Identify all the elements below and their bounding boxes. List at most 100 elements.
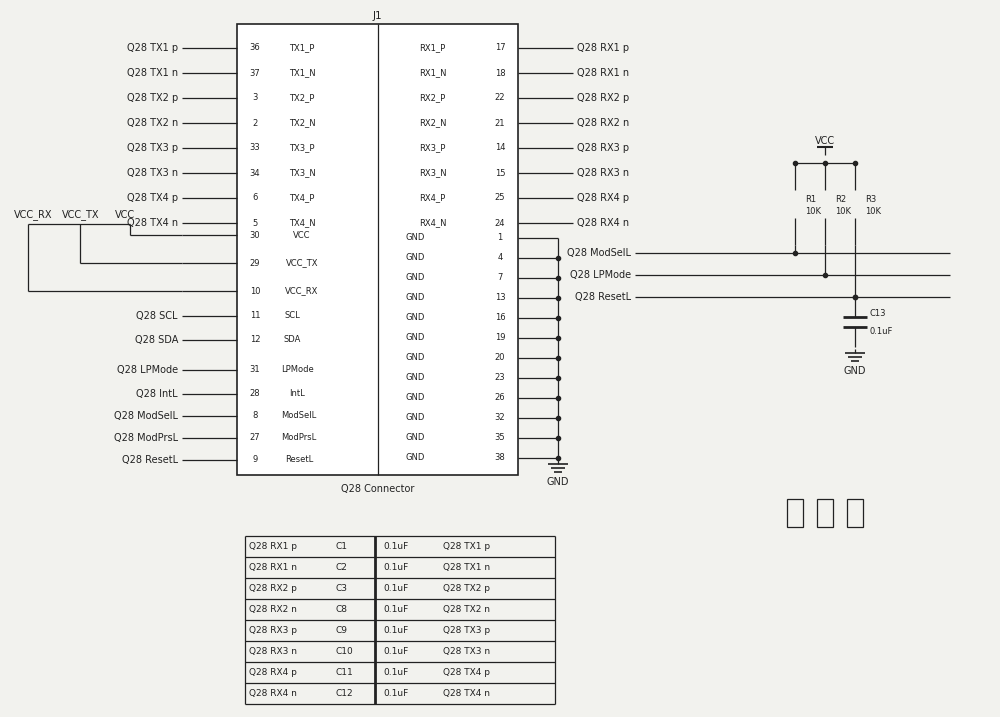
- Text: Q28 TX4 n: Q28 TX4 n: [127, 218, 178, 228]
- Text: RX1_N: RX1_N: [419, 69, 446, 77]
- Text: Q28 RX3 p: Q28 RX3 p: [577, 143, 629, 153]
- Text: SDA: SDA: [283, 336, 301, 344]
- Text: RX4_P: RX4_P: [419, 194, 446, 202]
- Text: 0.1uF: 0.1uF: [383, 626, 408, 635]
- Text: 16: 16: [495, 313, 505, 323]
- Text: 36: 36: [250, 44, 260, 52]
- Text: Q28 RX4 n: Q28 RX4 n: [577, 218, 629, 228]
- Bar: [787, 499, 803, 527]
- Bar: [237, 24, 518, 475]
- Text: Q28 RX1 p: Q28 RX1 p: [249, 542, 297, 551]
- Text: C12: C12: [335, 689, 353, 698]
- Text: Q28 ModSelL: Q28 ModSelL: [114, 411, 178, 421]
- Text: 32: 32: [495, 414, 505, 422]
- Text: ModPrsL: ModPrsL: [281, 434, 317, 442]
- Text: Q28 TX4 p: Q28 TX4 p: [127, 193, 178, 203]
- Text: 1: 1: [497, 234, 503, 242]
- Text: VCC_TX: VCC_TX: [286, 259, 318, 267]
- Text: Q28 RX2 p: Q28 RX2 p: [577, 93, 629, 103]
- Text: GND: GND: [406, 453, 425, 462]
- Text: 19: 19: [495, 333, 505, 343]
- Text: Q28 IntL: Q28 IntL: [136, 389, 178, 399]
- Text: ResetL: ResetL: [285, 455, 313, 465]
- Text: R2: R2: [835, 194, 846, 204]
- Text: 21: 21: [495, 118, 505, 128]
- Text: GND: GND: [406, 414, 425, 422]
- Text: 26: 26: [495, 394, 505, 402]
- Text: GND: GND: [406, 394, 425, 402]
- Text: 15: 15: [495, 168, 505, 178]
- Text: 8: 8: [252, 412, 258, 420]
- Text: Q28 LPMode: Q28 LPMode: [117, 365, 178, 375]
- Text: RX3_P: RX3_P: [419, 143, 446, 153]
- Text: IntL: IntL: [289, 389, 305, 399]
- Text: C9: C9: [335, 626, 347, 635]
- Text: 14: 14: [495, 143, 505, 153]
- Text: 10K: 10K: [865, 206, 881, 216]
- Text: 27: 27: [250, 434, 260, 442]
- Text: Q28 TX1 n: Q28 TX1 n: [443, 563, 490, 572]
- Text: Q28 TX3 n: Q28 TX3 n: [127, 168, 178, 178]
- Text: Q28 TX2 n: Q28 TX2 n: [443, 605, 490, 614]
- Text: Q28 TX1 p: Q28 TX1 p: [127, 43, 178, 53]
- Text: 33: 33: [250, 143, 260, 153]
- Text: GND: GND: [406, 293, 425, 303]
- Text: TX3_N: TX3_N: [289, 168, 315, 178]
- Text: SCL: SCL: [284, 311, 300, 320]
- Text: VCC: VCC: [293, 230, 311, 239]
- Text: Q28 TX3 p: Q28 TX3 p: [443, 626, 490, 635]
- Text: 3: 3: [252, 93, 258, 103]
- Text: GND: GND: [406, 234, 425, 242]
- Text: 10K: 10K: [805, 206, 821, 216]
- Text: GND: GND: [406, 353, 425, 363]
- Text: Q28 LPMode: Q28 LPMode: [570, 270, 631, 280]
- Text: Q28 RX1 n: Q28 RX1 n: [249, 563, 297, 572]
- Text: 0.1uF: 0.1uF: [383, 605, 408, 614]
- Text: 0.1uF: 0.1uF: [870, 328, 893, 336]
- Text: 17: 17: [495, 44, 505, 52]
- Text: RX2_P: RX2_P: [419, 93, 446, 103]
- Text: TX2_N: TX2_N: [289, 118, 315, 128]
- Text: C1: C1: [335, 542, 347, 551]
- Text: 6: 6: [252, 194, 258, 202]
- Text: VCC: VCC: [815, 136, 835, 146]
- Text: Q28 RX2 n: Q28 RX2 n: [577, 118, 629, 128]
- Text: 11: 11: [250, 311, 260, 320]
- Text: Q28 RX3 n: Q28 RX3 n: [577, 168, 629, 178]
- Bar: [817, 499, 833, 527]
- Text: RX4_N: RX4_N: [419, 219, 446, 227]
- Text: 7: 7: [497, 273, 503, 282]
- Text: RX1_P: RX1_P: [419, 44, 446, 52]
- Text: Q28 ModPrsL: Q28 ModPrsL: [114, 433, 178, 443]
- Text: 0.1uF: 0.1uF: [383, 689, 408, 698]
- Text: GND: GND: [547, 478, 569, 487]
- Text: RX2_N: RX2_N: [419, 118, 446, 128]
- Text: 18: 18: [495, 69, 505, 77]
- Text: Q28 RX2 p: Q28 RX2 p: [249, 584, 297, 593]
- Text: R3: R3: [865, 194, 876, 204]
- Text: LPMode: LPMode: [281, 366, 313, 374]
- Text: 24: 24: [495, 219, 505, 227]
- Text: 22: 22: [495, 93, 505, 103]
- Text: VCC_TX: VCC_TX: [62, 209, 100, 220]
- Text: Q28 TX2 p: Q28 TX2 p: [443, 584, 490, 593]
- Text: Q28 RX3 p: Q28 RX3 p: [249, 626, 297, 635]
- Text: GND: GND: [406, 333, 425, 343]
- Text: TX1_P: TX1_P: [289, 44, 315, 52]
- Text: Q28 TX3 p: Q28 TX3 p: [127, 143, 178, 153]
- Text: Q28 SDA: Q28 SDA: [135, 335, 178, 345]
- Text: 31: 31: [250, 366, 260, 374]
- Text: 23: 23: [495, 374, 505, 382]
- Text: J1: J1: [373, 11, 382, 21]
- Text: 0.1uF: 0.1uF: [383, 668, 408, 677]
- Text: 10K: 10K: [835, 206, 851, 216]
- Text: VCC_RX: VCC_RX: [14, 209, 52, 220]
- Text: Q28 RX2 n: Q28 RX2 n: [249, 605, 297, 614]
- Text: Q28 RX4 n: Q28 RX4 n: [249, 689, 297, 698]
- Text: 20: 20: [495, 353, 505, 363]
- Text: 35: 35: [495, 434, 505, 442]
- Text: TX1_N: TX1_N: [289, 69, 315, 77]
- Text: Q28 RX4 p: Q28 RX4 p: [249, 668, 297, 677]
- Text: Q28 ResetL: Q28 ResetL: [575, 292, 631, 302]
- Text: Q28 TX4 p: Q28 TX4 p: [443, 668, 490, 677]
